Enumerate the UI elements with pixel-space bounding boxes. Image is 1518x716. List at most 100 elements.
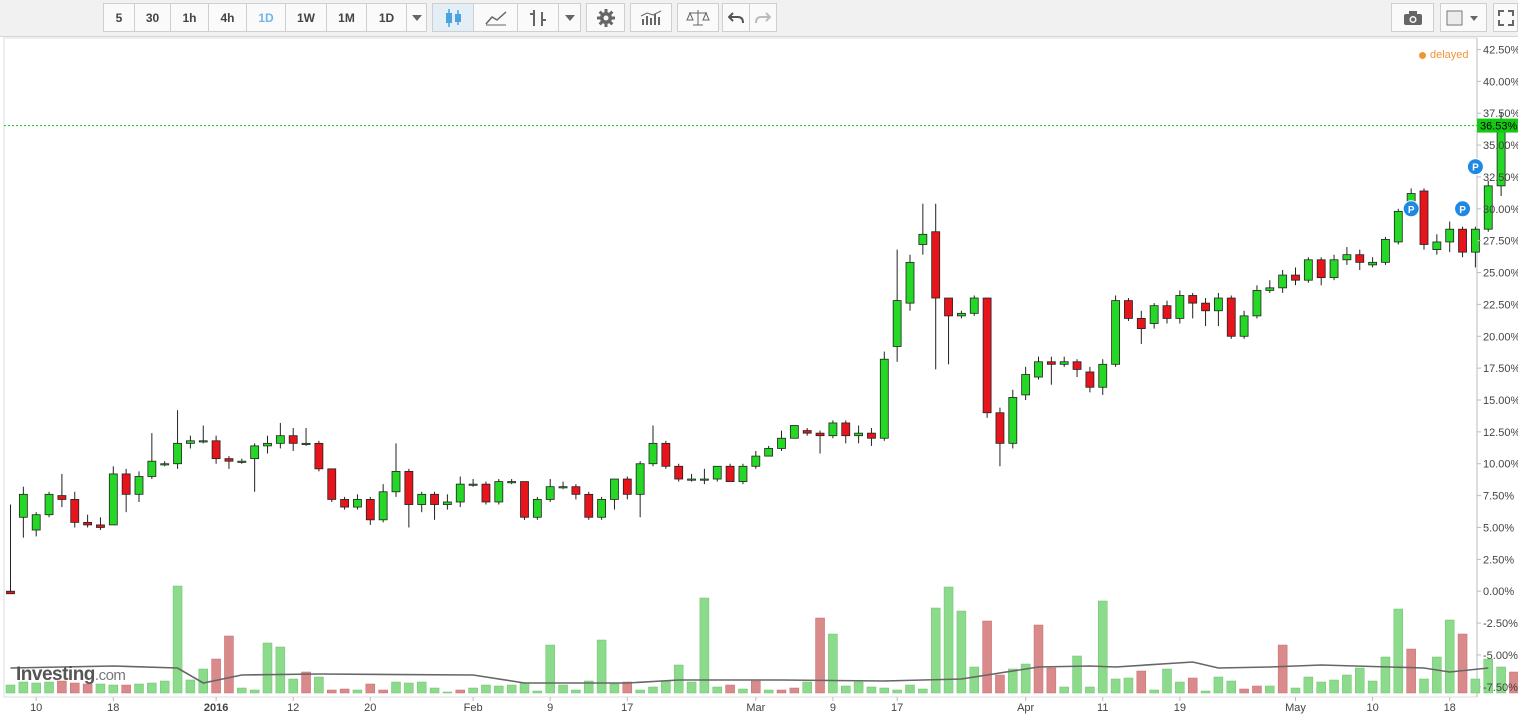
brand-name: Investing: [16, 664, 95, 685]
volume-bar: [712, 686, 722, 694]
x-tick-label: 18: [107, 702, 119, 714]
volume-bar: [134, 683, 144, 694]
candle-body: [1483, 185, 1493, 230]
candle-body: [674, 465, 684, 480]
candle-body: [121, 473, 131, 495]
interval-1m-button[interactable]: 1M: [326, 3, 367, 32]
color-theme-button[interactable]: [1440, 3, 1487, 32]
candle-body: [1046, 361, 1056, 365]
candle-body: [1381, 238, 1390, 263]
y-tick-label: 42.50%: [1483, 44, 1518, 56]
candle-body: [314, 442, 324, 470]
candle-body: [250, 445, 260, 460]
volume-bar: [789, 687, 800, 694]
redo-button[interactable]: [749, 3, 777, 32]
x-tick-label: 11: [1097, 702, 1108, 714]
candle-body: [57, 495, 67, 500]
volume-bar: [211, 658, 221, 694]
volume-bar: [905, 684, 915, 694]
volume-bar: [31, 682, 41, 694]
volume-bar: [648, 686, 658, 694]
volume-bar: [1008, 668, 1018, 694]
candle-body: [1136, 318, 1146, 330]
candlestick-icon: [446, 8, 461, 27]
interval-custom-button[interactable]: 1D: [366, 3, 407, 32]
volume-bar: [622, 681, 633, 694]
compare-button[interactable]: [677, 3, 719, 32]
undo-button[interactable]: [722, 3, 750, 32]
x-tick-label: 2016: [204, 702, 228, 714]
compare-scales-icon: [686, 9, 710, 25]
interval-1w-button[interactable]: 1W: [285, 3, 327, 32]
volume-bar: [584, 680, 594, 694]
volume-bar: [429, 687, 440, 694]
volume-bar: [1406, 648, 1416, 694]
candle-body: [712, 465, 722, 480]
volume-bar: [1496, 666, 1506, 694]
candle-body: [224, 458, 234, 462]
dropdown-arrow-icon: [411, 14, 422, 21]
volume-bar: [1444, 619, 1455, 694]
candle-body: [1432, 241, 1442, 250]
x-tick-label: 18: [1444, 702, 1456, 714]
delayed-label: delayed: [1430, 49, 1469, 61]
indicators-button[interactable]: [630, 3, 672, 32]
candle-body: [173, 442, 182, 465]
candle-body: [584, 493, 594, 518]
volume-bar: [1175, 681, 1185, 694]
interval-1h-button[interactable]: 1h: [170, 3, 209, 32]
candle-body: [1239, 315, 1249, 337]
interval-dropdown-button[interactable]: [406, 3, 427, 32]
chart-type-dropdown-button[interactable]: [558, 3, 581, 32]
chart-area[interactable]: 36.53% 42.50% 40.00% 37.50% 35.00% 32.50% 30.0…: [0, 37, 1518, 716]
interval-30-button[interactable]: 30: [134, 3, 171, 32]
x-tick-label: Mar: [746, 702, 765, 714]
event-marker: [1466, 158, 1484, 176]
volume-bar: [1239, 688, 1249, 694]
candle-body: [275, 435, 285, 444]
volume-bar: [943, 586, 954, 694]
candle-body: [1291, 274, 1300, 281]
fullscreen-button[interactable]: [1493, 3, 1518, 32]
candle-body: [1149, 305, 1159, 324]
volume-bar: [1085, 686, 1095, 694]
volume-bar: [455, 689, 465, 694]
candlestick-type-button[interactable]: [432, 3, 474, 32]
bar-type-button[interactable]: [517, 3, 559, 32]
candle-body: [417, 493, 427, 505]
candle-body: [545, 486, 555, 500]
last-price-tag: [1477, 118, 1518, 133]
candle-body: [1162, 305, 1172, 319]
candle-body: [982, 297, 992, 414]
y-tick-label: 27.50%: [1483, 236, 1518, 248]
candle-body: [1316, 259, 1326, 279]
candle-body: [44, 493, 54, 516]
volume-bar: [1470, 678, 1481, 694]
volume-bar: [1316, 681, 1326, 694]
line-type-button[interactable]: [473, 3, 518, 32]
y-tick-label: 2.50%: [1483, 554, 1514, 566]
interval-1d-button[interactable]: 1D: [246, 3, 286, 32]
interval-4h-button[interactable]: 4h: [208, 3, 247, 32]
volume-bar: [1110, 678, 1121, 694]
y-tick-label: 25.00%: [1483, 268, 1518, 280]
brand-logo: Investing.com: [16, 664, 126, 686]
screenshot-button[interactable]: [1391, 3, 1434, 32]
candle-body: [751, 455, 761, 467]
candle-body: [211, 440, 221, 460]
candle-body: [507, 481, 517, 484]
settings-button[interactable]: [586, 3, 625, 32]
interval-5-button[interactable]: 5: [103, 3, 135, 32]
volume-bar: [1136, 670, 1147, 694]
candlestick-chart[interactable]: 36.53% 42.50% 40.00% 37.50% 35.00% 32.50% 30.0…: [0, 37, 1518, 716]
candle-body: [815, 432, 825, 437]
x-tick-label: Feb: [464, 702, 483, 714]
candle-body: [147, 460, 157, 477]
candle-body: [494, 481, 504, 503]
candle-body: [1355, 254, 1365, 263]
volume-bar: [416, 681, 427, 694]
volume-bar: [673, 664, 684, 694]
volume-bar: [1483, 658, 1493, 694]
candle-body: [661, 442, 671, 467]
candle-body: [905, 261, 915, 304]
